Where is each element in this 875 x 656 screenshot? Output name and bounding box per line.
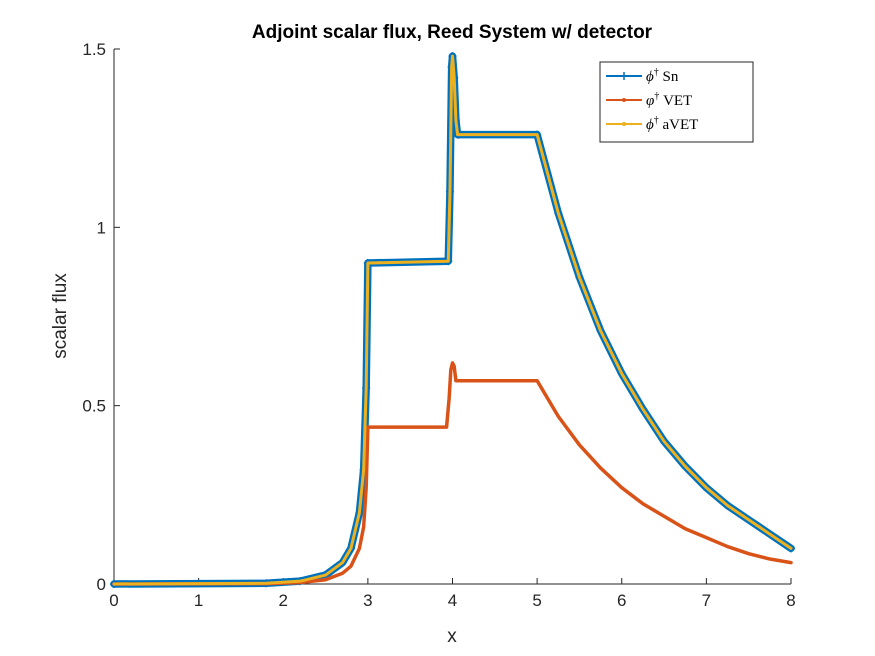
data-point (683, 465, 687, 468)
x-tick-label: 1 (194, 591, 203, 610)
data-point (705, 486, 708, 490)
x-tick-label: 6 (617, 591, 626, 610)
data-point (364, 486, 368, 490)
x-tick-label: 3 (363, 591, 372, 610)
data-point (449, 368, 453, 372)
data-point (683, 527, 687, 531)
x-tick-label: 2 (279, 591, 288, 610)
data-point (362, 525, 365, 529)
x-axis-label: x (447, 626, 457, 647)
legend: ϕ† Sn φ† VET ϕ† aVET (599, 61, 754, 143)
y-tick-label: 0.5 (82, 397, 106, 416)
x-tick-label: 7 (702, 591, 711, 610)
legend-marker (620, 72, 628, 80)
legend-entry: ϕ† Sn (646, 67, 679, 85)
y-tick-label: 1.5 (82, 40, 106, 59)
data-point (324, 578, 327, 582)
data-point (358, 511, 361, 514)
data-point (556, 415, 560, 418)
y-tick-label: 1 (97, 218, 106, 237)
data-point (556, 211, 560, 215)
legend-entry: ϕ† aVET (646, 115, 698, 133)
data-point (726, 545, 729, 548)
data-point (452, 365, 456, 368)
data-point (789, 561, 793, 564)
data-point (358, 547, 361, 550)
data-point (454, 119, 458, 122)
data-point (445, 425, 448, 429)
data-point (362, 468, 365, 472)
data-point (457, 379, 461, 383)
data-point (620, 372, 624, 375)
data-point (112, 582, 116, 586)
data-point (341, 572, 344, 575)
legend-marker (622, 122, 626, 126)
chart-title: Adjoint scalar flux, Reed System w/ dete… (252, 22, 653, 43)
x-tick-label: 8 (786, 591, 795, 610)
data-point (324, 573, 327, 577)
data-point (578, 443, 581, 447)
data-point (364, 386, 368, 390)
data-point (451, 361, 454, 365)
data-point (341, 561, 344, 564)
data-point (366, 425, 370, 429)
data-point (451, 54, 454, 58)
data-point (298, 579, 302, 583)
data-point (662, 514, 666, 518)
data-point (641, 502, 645, 506)
data-point (599, 466, 602, 470)
data-point (641, 407, 645, 411)
data-point (705, 536, 708, 539)
x-tick-label: 5 (532, 591, 541, 610)
data-point (447, 397, 451, 400)
data-point (747, 552, 750, 555)
x-tick-label: 4 (448, 591, 457, 610)
data-point (349, 547, 353, 550)
data-point (768, 532, 772, 536)
data-point (535, 133, 539, 136)
data-point (599, 329, 602, 333)
data-point (620, 486, 624, 490)
data-point (662, 440, 666, 443)
data-point (452, 76, 456, 79)
data-point (349, 564, 353, 568)
legend-entry: φ† VET (646, 91, 692, 109)
data-point (448, 190, 452, 193)
legend-marker (622, 98, 626, 102)
series-points-2 (112, 361, 793, 586)
x-tick-label: 0 (109, 591, 118, 610)
data-point (265, 581, 268, 585)
data-point (535, 379, 539, 383)
y-axis-label: scalar flux (50, 273, 71, 359)
data-point (446, 259, 450, 263)
data-point (747, 518, 750, 522)
data-point (789, 547, 793, 550)
y-tick-label: 0 (97, 575, 106, 594)
data-point (578, 275, 581, 279)
data-point (768, 557, 772, 561)
series-points-3 (112, 54, 793, 586)
data-point (450, 65, 453, 69)
data-point (726, 504, 729, 507)
data-point (366, 261, 370, 265)
data-point (457, 133, 461, 136)
